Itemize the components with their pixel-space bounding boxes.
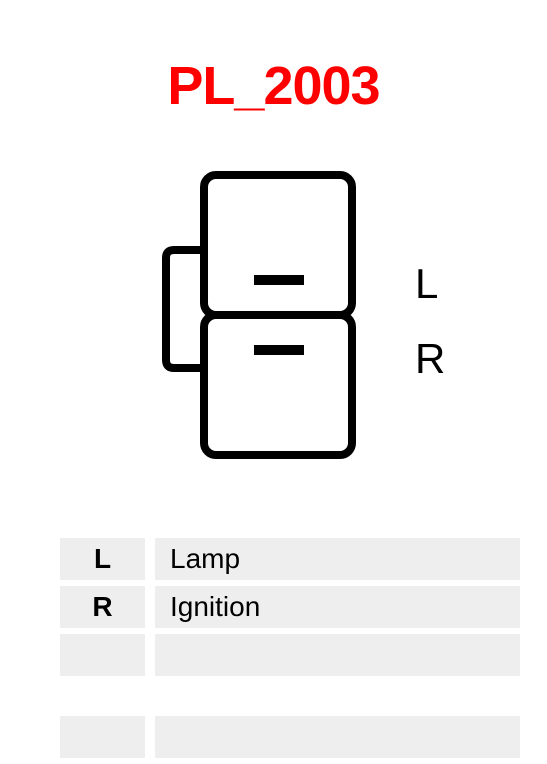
legend-value	[155, 634, 520, 676]
legend-key	[60, 716, 145, 758]
legend-key: L	[60, 538, 145, 580]
legend-table: L Lamp R Ignition	[60, 538, 520, 764]
legend-value: Lamp	[155, 538, 520, 580]
pin-label-R: R	[415, 335, 445, 383]
legend-row: L Lamp	[60, 538, 520, 580]
connector-diagram	[154, 165, 394, 465]
legend-key: R	[60, 586, 145, 628]
diagram-title: PL_2003	[167, 55, 379, 117]
pin-label-L: L	[415, 260, 438, 308]
legend-row: R Ignition	[60, 586, 520, 628]
legend-row	[60, 716, 520, 758]
legend-value	[155, 716, 520, 758]
connector-svg	[154, 165, 394, 465]
legend-value: Ignition	[155, 586, 520, 628]
legend-row	[60, 634, 520, 676]
legend-key	[60, 634, 145, 676]
